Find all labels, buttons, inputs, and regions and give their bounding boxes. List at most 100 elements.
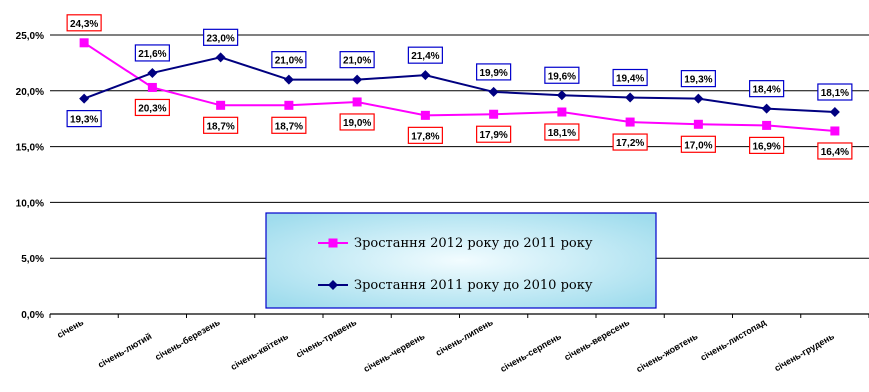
data-label: 21,4% (407, 46, 443, 64)
svg-text:18,1%: 18,1% (821, 88, 849, 99)
data-label: 18,7% (203, 116, 239, 134)
x-tick-label: січень-березень (153, 317, 222, 362)
data-point (830, 126, 840, 136)
data-point (284, 100, 294, 110)
data-label: 17,9% (476, 125, 512, 143)
x-tick-label: січень-вересень (562, 317, 631, 363)
legend-label-2011: Зростання 2011 року до 2010 року (354, 278, 593, 293)
svg-text:21,4%: 21,4% (411, 51, 439, 62)
data-label: 17,8% (407, 126, 443, 144)
data-point (147, 82, 157, 92)
data-point (556, 90, 567, 101)
x-tick-label: січень-лютий (96, 331, 153, 370)
y-tick-label: 15,0% (16, 143, 44, 154)
x-tick-label: січень-липень (434, 317, 495, 358)
svg-text:19,3%: 19,3% (70, 115, 98, 126)
data-label: 18,4% (749, 80, 785, 98)
data-label: 17,0% (680, 135, 716, 153)
data-label: 19,6% (544, 66, 580, 84)
data-label: 18,1% (817, 83, 853, 101)
data-point (79, 38, 89, 48)
svg-text:19,6%: 19,6% (548, 71, 576, 82)
data-point (761, 103, 772, 114)
svg-text:16,9%: 16,9% (752, 141, 780, 152)
svg-text:18,7%: 18,7% (206, 121, 234, 132)
x-tick-label: січень-травень (294, 317, 358, 360)
svg-text:17,2%: 17,2% (616, 138, 644, 149)
series-line-2011 (83, 56, 835, 114)
x-tick-label: січень-грудень (773, 331, 837, 374)
data-point (216, 100, 226, 110)
x-tick-label: січень-серпень (498, 331, 563, 374)
data-label: 24,3% (66, 14, 102, 32)
data-point (625, 117, 635, 127)
svg-text:19,4%: 19,4% (616, 73, 644, 84)
svg-text:24,3%: 24,3% (70, 19, 98, 30)
series-line-2012 (83, 41, 835, 132)
y-tick-label: 25,0% (16, 31, 44, 42)
series-lines (79, 38, 840, 136)
svg-text:17,0%: 17,0% (684, 140, 712, 151)
legend-label-2012: Зростання 2012 року до 2011 року (354, 236, 593, 251)
legend-marker-2011 (328, 280, 338, 290)
svg-text:18,4%: 18,4% (752, 85, 780, 96)
data-point (352, 74, 363, 85)
y-tick-label: 0,0% (21, 310, 44, 321)
svg-text:21,6%: 21,6% (138, 49, 166, 60)
x-tick-label: січень-квітень (229, 331, 290, 372)
data-label: 17,2% (612, 133, 648, 151)
data-point (147, 67, 158, 78)
legend: Зростання 2012 року до 2011 року Зростан… (265, 212, 657, 309)
svg-text:19,9%: 19,9% (479, 68, 507, 79)
y-tick-label: 20,0% (16, 87, 44, 98)
svg-text:19,0%: 19,0% (343, 118, 371, 129)
data-point (283, 74, 294, 85)
svg-text:20,3%: 20,3% (138, 103, 166, 114)
svg-text:21,0%: 21,0% (343, 56, 371, 67)
data-label: 19,4% (612, 68, 648, 87)
x-tick-label: січень-листопад (699, 317, 768, 363)
svg-text:23,0%: 23,0% (206, 33, 234, 44)
data-label: 21,0% (339, 51, 375, 69)
data-label: 21,6% (134, 44, 170, 62)
svg-text:16,4%: 16,4% (821, 147, 849, 158)
x-tick-label: січень-червень (362, 331, 427, 374)
legend-marker-2012 (328, 238, 338, 248)
data-point (420, 110, 430, 120)
data-point (693, 93, 704, 104)
data-label: 18,7% (271, 116, 307, 134)
data-point (352, 97, 362, 107)
y-axis-tick-labels: 0,0% 5,0% 10,0% 15,0% 20,0% 25,0% (16, 31, 44, 321)
y-tick-label: 10,0% (16, 198, 44, 209)
data-point (488, 86, 499, 97)
svg-text:19,3%: 19,3% (684, 75, 712, 86)
y-tick-label: 5,0% (21, 254, 44, 265)
svg-text:21,0%: 21,0% (275, 56, 303, 67)
data-label: 16,4% (817, 142, 853, 160)
data-label: 16,9% (749, 136, 785, 154)
data-label: 20,3% (134, 98, 170, 117)
legend-box (265, 212, 657, 309)
data-point (693, 119, 703, 129)
svg-text:18,1%: 18,1% (548, 128, 576, 139)
data-label: 19,3% (680, 70, 716, 88)
data-labels: 24,3% 20,3% 18,7% 18,7% 19,0% 17,8% 17,9% 18,1%… (66, 14, 853, 160)
data-point (79, 93, 90, 104)
data-point (557, 107, 567, 117)
data-point (215, 52, 226, 63)
gridlines (50, 34, 869, 259)
data-label: 19,0% (339, 113, 375, 131)
data-point (489, 109, 499, 119)
data-label: 19,9% (476, 63, 512, 81)
data-point (420, 70, 431, 81)
svg-text:17,8%: 17,8% (411, 131, 439, 142)
data-point (625, 92, 636, 103)
data-label: 18,1% (544, 123, 580, 141)
data-label: 19,3% (66, 110, 102, 128)
data-point (762, 120, 772, 130)
x-tick-label: січень-жовтень (634, 331, 699, 374)
data-point (829, 107, 840, 118)
data-label: 21,0% (271, 51, 307, 69)
